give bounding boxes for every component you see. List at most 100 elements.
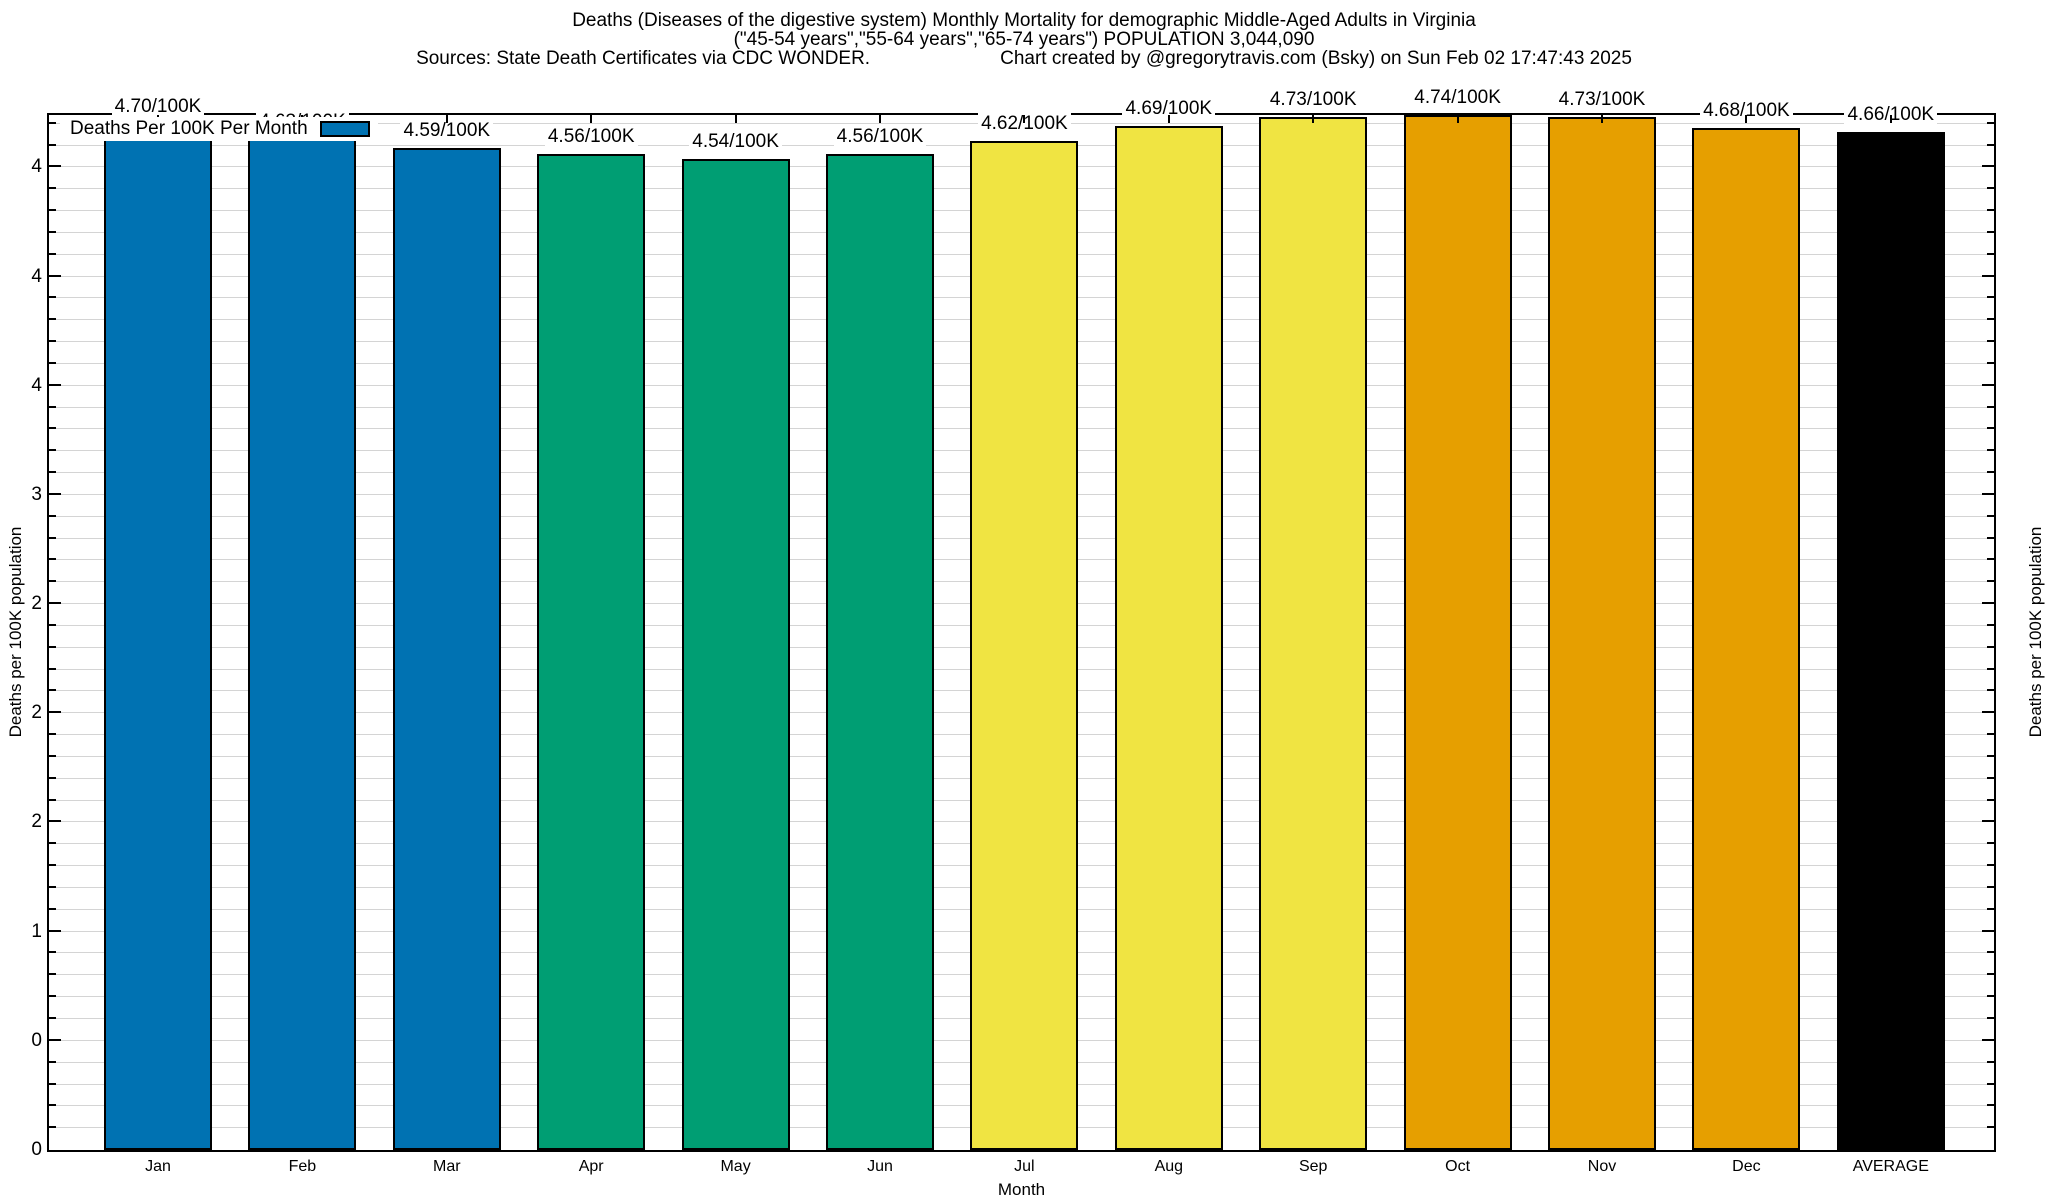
y-axis-tick [1987,252,1994,255]
y-axis-tick [49,209,56,212]
y-axis-tick [1982,383,1994,386]
legend: Deaths Per 100K Per Month [60,117,378,141]
y-axis-tick [49,711,61,714]
x-axis-top-tick [734,115,737,123]
y-axis-tick [49,558,56,561]
y-axis-tick [1987,1017,1994,1019]
y-tick-label: 2 [31,593,42,615]
y-axis-tick [1987,471,1994,474]
y-axis-tick [1987,754,1994,757]
chart-credit: Chart created by @gregorytravis.com (Bsk… [1000,48,1632,69]
x-axis-top-tick [1456,115,1459,123]
y-axis-tick [1982,711,1994,714]
y-tick-label: 2 [31,811,42,833]
x-axis-top-tick [445,115,448,123]
y-axis-tick [49,471,56,474]
y-axis-tick [49,318,56,321]
y-axis-tick [1987,842,1994,845]
x-axis-top-tick [1745,115,1748,123]
y-axis-tick [1982,165,1994,168]
y-axis-tick [1982,1038,1994,1041]
y-axis-tick [1987,667,1994,670]
y-tick-label: 0 [31,1139,42,1160]
y-axis-tick [49,449,56,452]
y-tick-label: 2 [31,702,42,724]
y-axis-tick [49,1038,61,1041]
bar-value-label-dec: 4.68/100K [1676,100,1816,122]
y-axis-tick [1982,820,1994,823]
x-axis-top-tick [1889,115,1892,123]
y-axis-tick [49,776,56,779]
x-tick-label-may: May [720,1158,751,1175]
bar-sep [1259,117,1368,1150]
y-axis-tick [1987,580,1994,583]
y-axis-tick [1982,929,1994,932]
y-axis-tick [1987,230,1994,233]
x-tick-label-mar: Mar [433,1158,461,1175]
bar-value-label-jan: 4.70/100K [88,95,228,117]
y-axis-tick [49,842,56,845]
x-tick-label-feb: Feb [288,1158,317,1175]
y-axis-tick [49,733,56,736]
legend-swatch-icon [319,121,370,137]
y-axis-tick [49,580,56,583]
y-axis-tick [1987,733,1994,736]
x-axis-top-tick [1312,115,1315,123]
y-axis-tick [49,820,61,823]
y-axis-tick [49,667,56,670]
legend-label: Deaths Per 100K Per Month [70,118,308,139]
bar-value-label-sep: 4.73/100K [1243,89,1383,111]
y-axis-tick [49,864,56,867]
y-axis-tick [49,383,61,386]
y-axis-tick [1987,449,1994,452]
y-axis-tick [49,1104,56,1107]
y-axis-tick [49,754,56,757]
plot-area: Deaths Per 100K Per Month Month 4.70/100… [47,87,1996,1199]
bar-jul [970,141,1079,1150]
y-axis-tick [1987,558,1994,561]
bar-may [681,158,790,1150]
y-axis-tick [1987,885,1994,888]
x-axis-title: Month [997,1180,1046,1199]
bar-value-label-oct: 4.74/100K [1388,87,1528,108]
y-axis-tick [49,1126,56,1129]
y-axis-tick [1987,121,1994,124]
y-axis-tick [49,187,56,190]
bar-average [1836,132,1945,1150]
y-tick-label: 1 [31,920,42,942]
y-axis-tick [1987,1126,1994,1129]
y-axis-tick [1987,864,1994,867]
x-tick-label-jun: Jun [867,1158,893,1175]
y-axis-tick [49,995,56,998]
y-axis-tick [1987,340,1994,343]
y-axis-tick [49,907,56,910]
y-axis-tick [49,230,56,233]
y-axis-tick [49,689,56,692]
y-axis-tick [49,361,56,364]
y-axis-tick [49,121,56,124]
bar-jun [826,154,934,1150]
y-axis-title-right: Deaths per 100K population [2026,526,2045,738]
y-axis-tick [1987,907,1994,910]
y-axis-tick [1987,623,1994,626]
x-tick-label-jul: Jul [1014,1158,1035,1175]
y-tick-label: 4 [31,265,42,287]
x-axis-top-tick [1601,115,1603,123]
bar-value-label-mar: 4.59/100K [377,119,517,141]
y-tick-label: 0 [31,1029,42,1051]
y-axis-tick [49,951,56,954]
y-axis-tick [49,296,56,299]
y-axis-tick [1987,536,1994,539]
y-axis-tick [1987,427,1994,430]
x-tick-label-aug: Aug [1154,1158,1184,1175]
x-tick-label-average: AVERAGE [1852,1158,1929,1175]
x-tick-label-sep: Sep [1298,1158,1328,1175]
y-axis-tick [1987,405,1994,408]
y-axis-tick [1987,776,1994,779]
chart-source-line: Sources: State Death Certificates via CD… [0,48,2048,70]
y-axis-tick [1982,492,1994,495]
chart-title: Deaths (Diseases of the digestive system… [572,10,1476,31]
bar-value-label-may: 4.54/100K [666,130,806,152]
bar-value-label-average: 4.66/100K [1821,104,1961,126]
y-axis-tick [1987,296,1994,299]
